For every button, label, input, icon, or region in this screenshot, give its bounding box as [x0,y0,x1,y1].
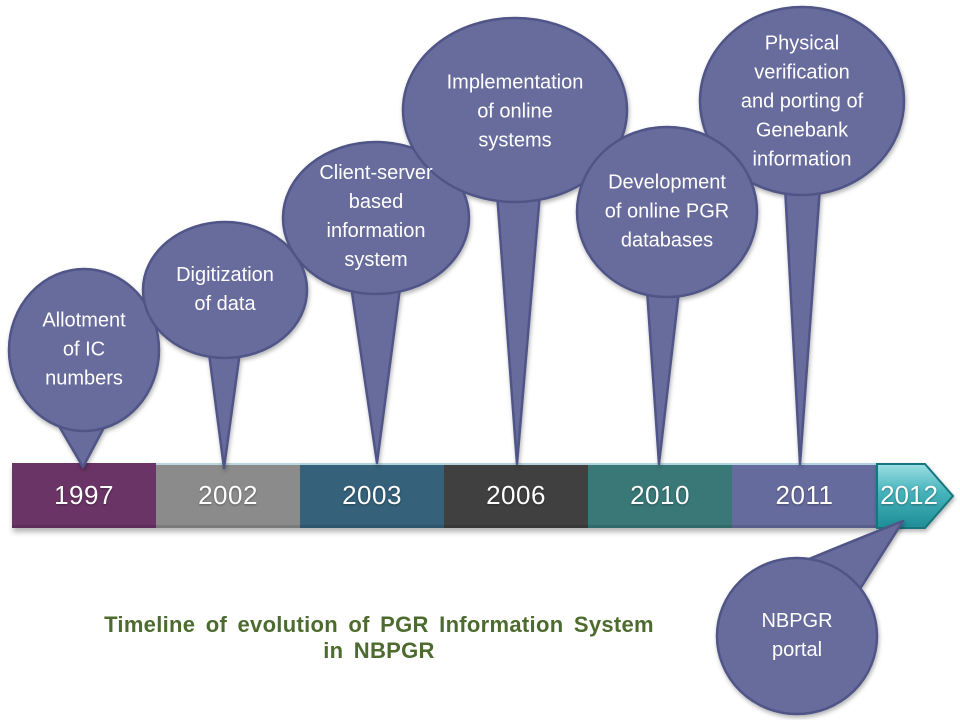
balloon-text-allotment: Allotment of IC numbers [42,309,126,390]
timeline-segment-2006: 2006 [444,463,588,528]
timeline-segment-2002: 2002 [156,463,300,528]
balloon-tail-development [645,288,681,466]
year-label-2003: 2003 [342,480,402,510]
caption: Timeline of evolution of PGR Information… [104,612,654,663]
balloon-circle-client-server [281,140,471,296]
year-label-1997: 1997 [54,480,114,510]
timeline-bar: 1997 2002 2003 2006 2010 2011 [12,463,877,528]
balloon-circle-development [575,125,759,299]
balloon-text-physical: Physical verification and porting of Gen… [740,32,864,171]
timeline-arrow-2012 [876,463,955,529]
balloon-text-nbpgr-portal: NBPGR portal [761,610,833,661]
year-label-2011: 2011 [775,480,834,510]
year-label-2010: 2010 [630,480,690,510]
balloon-circle-digitization [141,220,309,360]
balloon-text-client-server: Client-server based information system [319,162,433,271]
balloon-circle-allotment [7,267,161,433]
timeline-segment-2010: 2010 [588,463,732,528]
balloon-text-implementation: Implementation of online systems [446,71,584,152]
balloon-circle-implementation [401,16,629,204]
year-label-2002: 2002 [198,480,258,510]
balloon-text-digitization: Digitization of data [176,264,274,315]
timeline-segment-2003: 2003 [300,463,444,528]
balloon-text-development: Development of online PGR databases [604,171,730,252]
year-label-2012: 2012 [880,480,938,510]
timeline-segment-1997: 1997 [12,463,156,528]
balloon-tail-implementation [495,191,542,466]
balloon-tail-physical [783,185,822,466]
balloon-circle-nbpgr-portal [715,556,879,716]
year-label-2006: 2006 [486,480,546,510]
timeline-segment-2011: 2011 [732,463,877,528]
balloon-group [7,5,906,716]
balloon-tail-client-server [349,284,402,465]
balloon-circle-physical [698,5,906,197]
